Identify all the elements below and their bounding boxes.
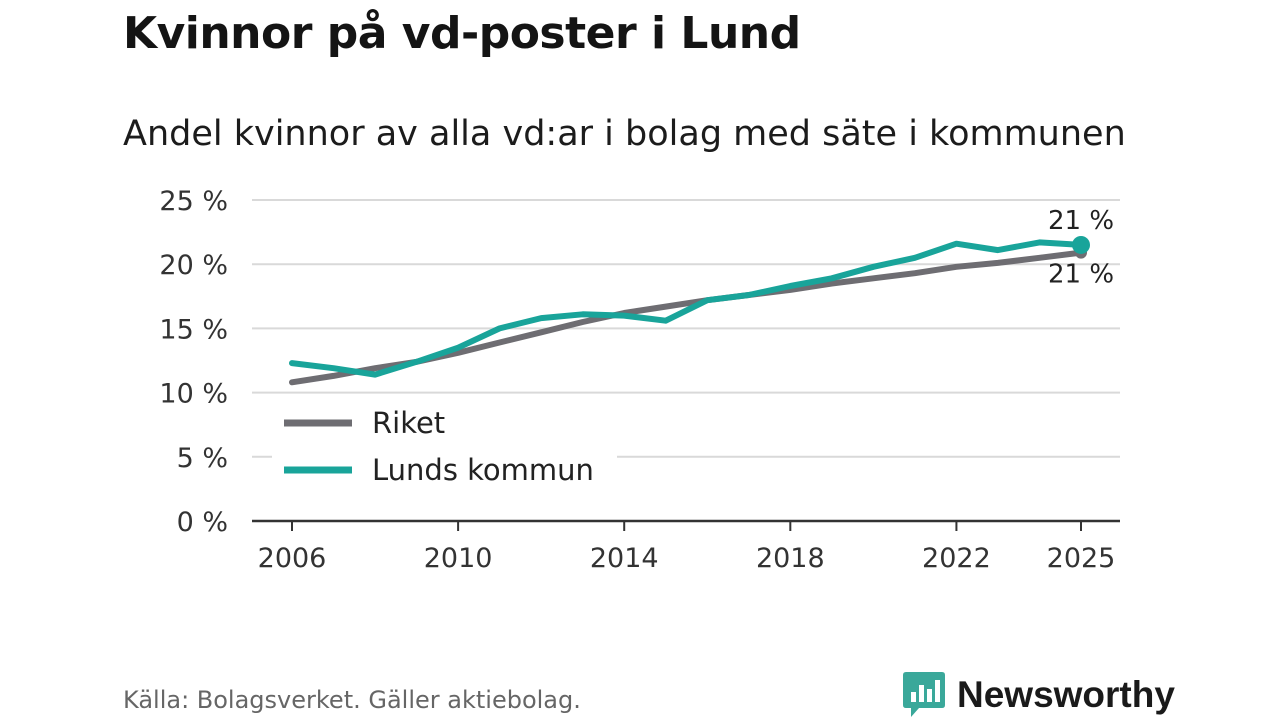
x-tick-label: 2018 bbox=[756, 543, 825, 574]
end-label-riket: 21 % bbox=[1048, 260, 1114, 290]
y-tick-label: 5 % bbox=[177, 443, 228, 474]
chart-subtitle: Andel kvinnor av alla vd:ar i bolag med … bbox=[123, 114, 1126, 154]
x-tick-label: 2022 bbox=[922, 543, 991, 574]
chart-title: Kvinnor på vd-poster i Lund bbox=[123, 8, 801, 59]
series-line-lund bbox=[289, 239, 1084, 378]
y-tick-label: 0 % bbox=[177, 507, 228, 538]
newsworthy-logo-icon bbox=[903, 672, 945, 717]
y-tick-label: 15 % bbox=[159, 314, 228, 345]
end-point-lund bbox=[1072, 235, 1090, 254]
newsworthy-logo: Newsworthy bbox=[903, 672, 1175, 718]
legend-background bbox=[272, 400, 617, 498]
brand-name: Newsworthy bbox=[957, 674, 1175, 715]
data-labels: 21 % 21 % bbox=[1048, 206, 1114, 290]
legend: Riket Lunds kommun bbox=[272, 400, 617, 498]
legend-label-riket: Riket bbox=[372, 406, 445, 440]
x-tick-label: 2006 bbox=[258, 543, 327, 574]
axes: 0 % 5 % 10 % 15 % 20 % 25 % 2006 2010 2014 2018 20… bbox=[159, 186, 1120, 574]
y-tick-label: 20 % bbox=[159, 250, 228, 281]
legend-label-lund: Lunds kommun bbox=[372, 453, 594, 487]
x-tick-label: 2010 bbox=[424, 543, 493, 574]
y-tick-label: 25 % bbox=[159, 186, 228, 217]
end-label-lund: 21 % bbox=[1048, 206, 1114, 236]
x-tick-label: 2025 bbox=[1047, 543, 1116, 574]
series-lines bbox=[289, 235, 1090, 386]
y-tick-label: 10 % bbox=[159, 379, 228, 410]
source-note: Källa: Bolagsverket. Gäller aktiebolag. bbox=[123, 686, 581, 714]
x-tick-label: 2014 bbox=[590, 543, 659, 574]
